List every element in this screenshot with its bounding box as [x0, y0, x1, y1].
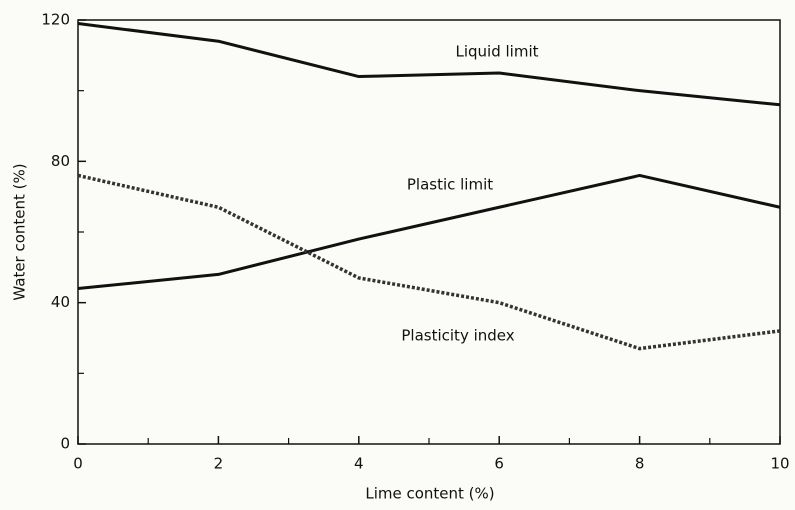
- x-tick-label: 6: [494, 455, 504, 473]
- y-axis-label: Water content (%): [11, 163, 29, 300]
- series-label: Plastic limit: [407, 176, 493, 194]
- series-line: [77, 173, 781, 291]
- plot-frame: [77, 19, 781, 445]
- series-label: Plasticity index: [401, 327, 514, 345]
- x-tick-label: 10: [770, 455, 789, 473]
- y-tick-label: 80: [51, 152, 70, 170]
- x-tick-label: 4: [354, 455, 364, 473]
- x-tick-label: 2: [214, 455, 224, 473]
- x-axis-label: Lime content (%): [365, 485, 494, 503]
- y-tick-label: 0: [60, 435, 70, 453]
- y-tick-label: 120: [41, 11, 70, 29]
- y-tick-label: 40: [51, 293, 70, 311]
- series-label: Liquid limit: [455, 43, 538, 61]
- x-tick-label: 8: [635, 455, 645, 473]
- series-line: [77, 173, 781, 351]
- series-line: [77, 22, 781, 107]
- x-tick-label: 0: [73, 455, 83, 473]
